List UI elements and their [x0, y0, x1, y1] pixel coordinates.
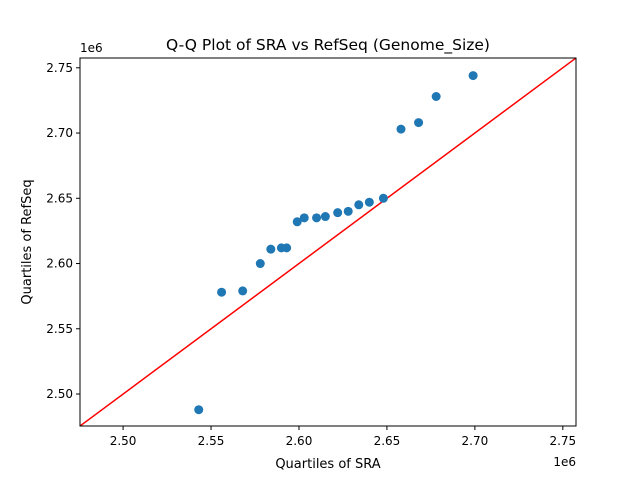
- data-point: [255, 259, 265, 269]
- x-tick-label: 2.60: [286, 434, 313, 448]
- y-tick-label: 2.65: [46, 191, 73, 205]
- y-tick-label: 2.70: [46, 126, 73, 140]
- y-tick-label: 2.75: [46, 61, 73, 75]
- x-tick-label: 2.65: [374, 434, 401, 448]
- x-tick-label: 2.75: [549, 434, 576, 448]
- reference-line: [80, 58, 576, 426]
- x-tick-label: 2.70: [462, 434, 489, 448]
- data-point: [282, 243, 292, 253]
- x-offset-label: 1e6: [553, 455, 576, 469]
- x-axis-ticks: 2.50 2.55 2.60 2.65 2.70 2.75: [110, 426, 576, 448]
- data-point: [431, 91, 441, 101]
- y-tick-label: 2.60: [46, 257, 73, 271]
- data-point: [414, 118, 424, 128]
- data-point: [343, 206, 353, 216]
- data-points: [194, 71, 478, 415]
- x-axis-label: Quartiles of SRA: [275, 457, 380, 472]
- plot-frame: [79, 57, 577, 427]
- data-point: [396, 124, 406, 134]
- y-axis-label: Quartiles of RefSeq: [20, 179, 35, 304]
- y-offset-label: 1e6: [80, 41, 103, 55]
- data-point: [194, 405, 204, 415]
- y-tick-label: 2.55: [46, 322, 73, 336]
- x-tick-label: 2.50: [110, 434, 137, 448]
- y-axis-ticks: 2.50 2.55 2.60 2.65 2.70 2.75: [46, 61, 80, 401]
- data-point: [320, 212, 330, 222]
- data-point: [354, 200, 364, 210]
- y-tick-label: 2.50: [46, 387, 73, 401]
- x-tick-label: 2.55: [198, 434, 225, 448]
- data-point: [312, 213, 322, 223]
- data-point: [333, 208, 343, 218]
- chart-title: Q-Q Plot of SRA vs RefSeq (Genome_Size): [166, 36, 490, 55]
- data-point: [217, 287, 227, 297]
- data-point: [266, 244, 276, 254]
- data-point: [468, 71, 478, 81]
- data-point: [238, 286, 248, 296]
- data-point: [364, 197, 374, 207]
- data-point: [299, 213, 309, 223]
- data-point: [292, 217, 302, 227]
- data-point: [378, 193, 388, 203]
